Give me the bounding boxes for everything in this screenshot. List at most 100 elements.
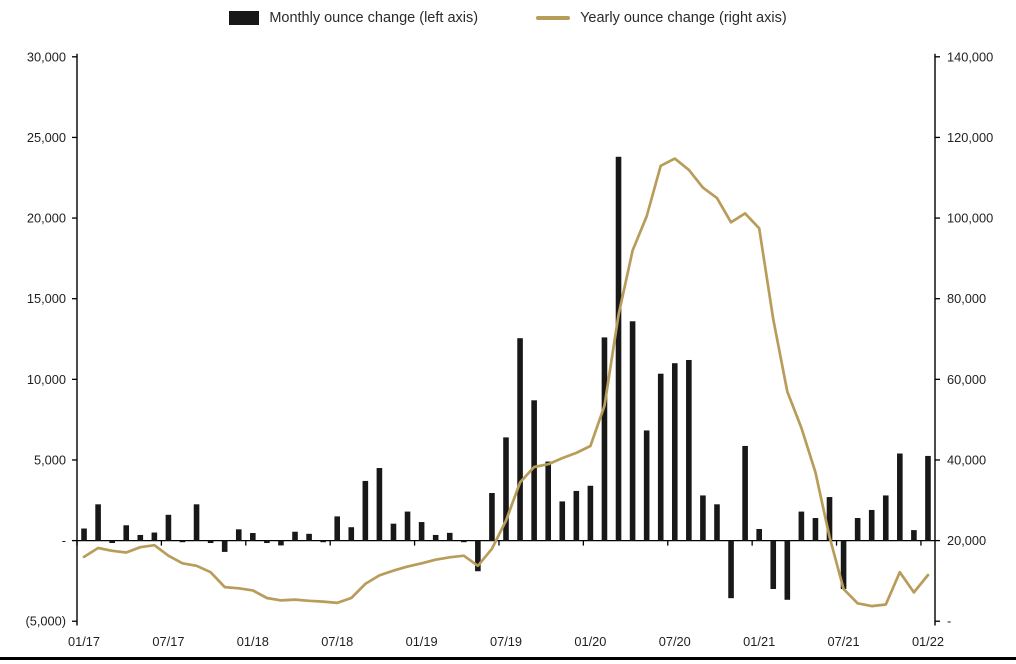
- legend-yearly-label: Yearly ounce change (right axis): [580, 10, 787, 26]
- monthly-change-bar: [418, 522, 425, 541]
- monthly-change-bar: [461, 540, 467, 543]
- monthly-change-bar: [826, 497, 833, 541]
- monthly-change-bar: [686, 359, 692, 541]
- monthly-change-bar: [123, 525, 130, 541]
- monthly-change-bar: [742, 445, 748, 541]
- right-axis-tick-label: 120,000: [947, 130, 993, 145]
- right-axis-tick-label: 40,000: [947, 452, 986, 467]
- x-axis-tick-label: 01/19: [406, 634, 438, 649]
- monthly-change-bar: [278, 540, 284, 546]
- monthly-change-bar: [503, 437, 509, 541]
- left-axis-tick-label: (5,000): [25, 614, 66, 629]
- right-axis-tick-label: 100,000: [947, 211, 993, 226]
- monthly-change-bar: [446, 532, 453, 541]
- yearly-line-swatch-icon: [536, 16, 571, 20]
- bottom-border: [0, 657, 1016, 660]
- monthly-change-bar: [812, 518, 819, 541]
- x-axis-tick-label: 01/17: [68, 634, 100, 649]
- left-axis-tick-label: -: [62, 533, 66, 548]
- monthly-change-bar: [334, 516, 341, 541]
- monthly-change-bar: [179, 540, 186, 543]
- right-axis-tick-label: 80,000: [947, 291, 986, 306]
- monthly-change-bar: [292, 531, 298, 541]
- monthly-change-bar: [840, 540, 847, 589]
- monthly-change-bar: [784, 540, 791, 600]
- monthly-change-bar: [489, 493, 495, 541]
- legend-item-yearly[interactable]: Yearly ounce change (right axis): [536, 10, 787, 26]
- monthly-change-bar: [657, 373, 664, 541]
- monthly-bars-series: [81, 156, 931, 600]
- yearly-line-series: [82, 157, 930, 608]
- right-axis-tick-label: 60,000: [947, 372, 986, 387]
- x-axis-tick-label: 07/21: [828, 634, 860, 649]
- monthly-change-bar: [348, 527, 355, 541]
- x-axis-tick-label: 07/18: [321, 634, 353, 649]
- monthly-change-bar: [390, 523, 397, 541]
- left-axis-tick-label: 10,000: [27, 372, 66, 387]
- right-axis-labels: 140,000 120,000 100,000 80,000 60,000 40,000 2…: [947, 49, 993, 628]
- right-axis-tick-label: 140,000: [947, 49, 993, 64]
- monthly-change-bar: [306, 533, 312, 541]
- left-axis-labels: 30,000 25,000 20,000 15,000 10,000 5,000 - (5,0…: [25, 49, 66, 628]
- left-axis-tick-label: 30,000: [27, 49, 66, 64]
- right-axis-tick-label: -: [947, 614, 951, 629]
- monthly-change-bar: [925, 455, 931, 541]
- monthly-change-bar: [911, 530, 917, 541]
- monthly-change-bar: [432, 534, 439, 541]
- x-axis-tick-label: 01/20: [574, 634, 606, 649]
- x-axis-tick-label: 07/20: [659, 634, 691, 649]
- monthly-change-bar: [643, 430, 650, 541]
- right-axis-tick-label: 20,000: [947, 533, 986, 548]
- monthly-change-bar: [559, 501, 566, 541]
- x-axis-tick-label: 07/19: [490, 634, 522, 649]
- monthly-change-bar: [81, 528, 87, 541]
- monthly-change-bar: [882, 495, 889, 541]
- monthly-change-bar: [587, 485, 594, 541]
- monthly-change-bar: [545, 461, 551, 541]
- monthly-change-bar: [629, 321, 636, 541]
- monthly-change-bar: [376, 468, 383, 541]
- monthly-change-bar: [517, 338, 523, 541]
- monthly-change-bar: [897, 453, 903, 541]
- monthly-change-bar: [728, 540, 734, 599]
- monthly-bar-swatch-icon: [229, 11, 260, 25]
- monthly-change-bar: [854, 518, 861, 541]
- monthly-change-bar: [235, 529, 242, 541]
- monthly-change-bar: [770, 540, 777, 589]
- monthly-change-bar: [109, 540, 115, 544]
- monthly-change-bar: [798, 511, 805, 541]
- left-axis-tick-label: 20,000: [27, 211, 66, 226]
- monthly-change-bar: [320, 540, 326, 543]
- monthly-change-bar: [221, 540, 228, 552]
- left-axis-tick-label: 5,000: [34, 452, 66, 467]
- monthly-change-bar: [193, 504, 200, 541]
- monthly-change-bar: [700, 495, 706, 541]
- monthly-change-bar: [756, 528, 762, 541]
- legend-item-monthly[interactable]: Monthly ounce change (left axis): [229, 10, 478, 26]
- chart-legend: Monthly ounce change (left axis) Yearly …: [0, 10, 1016, 26]
- monthly-change-bar: [404, 511, 411, 541]
- monthly-change-bar: [207, 540, 214, 544]
- monthly-change-bar: [264, 540, 270, 544]
- monthly-change-bar: [362, 480, 369, 541]
- monthly-change-bar: [531, 400, 537, 541]
- monthly-change-bar: [868, 509, 875, 541]
- left-axis-tick-label: 25,000: [27, 130, 66, 145]
- x-axis-tick-label: 07/17: [152, 634, 184, 649]
- x-axis-tick-label: 01/21: [743, 634, 775, 649]
- legend-monthly-label: Monthly ounce change (left axis): [269, 10, 479, 26]
- monthly-change-bar: [671, 363, 678, 541]
- x-axis-tick-label: 01/22: [912, 634, 944, 649]
- monthly-change-bar: [250, 533, 256, 541]
- monthly-change-bar: [714, 504, 720, 541]
- monthly-change-bar: [573, 490, 580, 541]
- monthly-change-bar: [137, 534, 144, 541]
- monthly-change-bar: [615, 156, 622, 541]
- monthly-change-bar: [151, 532, 158, 541]
- monthly-change-bar: [475, 540, 481, 572]
- monthly-change-bar: [601, 337, 608, 541]
- monthly-change-bar: [165, 514, 172, 541]
- yearly-change-line: [82, 157, 930, 608]
